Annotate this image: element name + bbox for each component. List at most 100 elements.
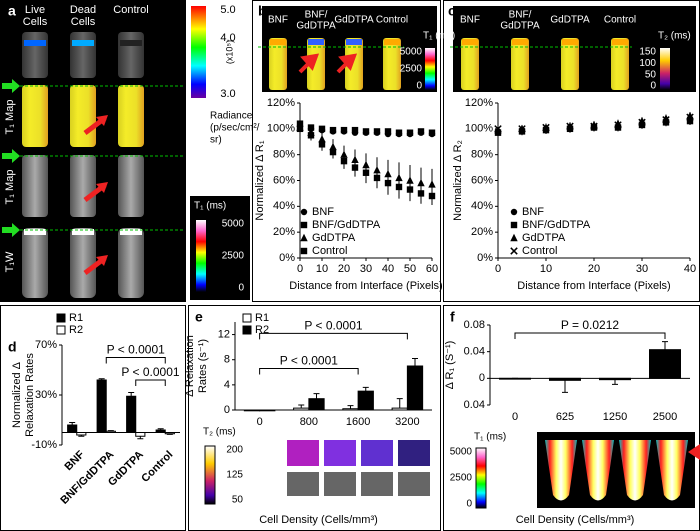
x-tick-label: Control — [139, 449, 175, 485]
y-axis-label: Normalized Δ R₁ — [254, 140, 266, 220]
tube-top — [120, 229, 142, 235]
panel-label: d — [8, 339, 17, 355]
green-arrow — [2, 223, 20, 237]
colorbar-scale: (x10⁵) — [224, 40, 234, 64]
sample-image — [287, 440, 319, 466]
colorbar-tick: 0 — [238, 283, 244, 294]
colorbar-title: T₁ (ms) — [423, 31, 455, 42]
x-tick-label: 0 — [257, 416, 263, 428]
marker — [395, 173, 403, 182]
colorbar-tick: 200 — [226, 445, 243, 456]
red-arrow-head — [96, 182, 108, 193]
colorbar-box — [191, 430, 251, 508]
cone-image — [545, 440, 577, 501]
y-tick-label: 120% — [465, 97, 493, 109]
x-tick-label: 40 — [382, 263, 394, 275]
column-header: Control — [604, 15, 636, 26]
x-axis-label: Distance from Interface (Pixels) — [289, 280, 442, 292]
column-header: BNF — [268, 15, 288, 26]
error-bar — [347, 405, 354, 409]
y-tick-label: 60% — [273, 174, 295, 186]
x-axis-label: Cell Density (Cells/mm³) — [516, 514, 635, 526]
marker — [406, 129, 414, 136]
column-header: BNF/ — [509, 10, 532, 21]
colorbar-label: sr) — [210, 135, 222, 146]
marker — [318, 125, 326, 133]
y-tick-label: 4 — [224, 379, 230, 391]
marker — [351, 126, 359, 134]
colorbar-tick: 2500 — [400, 64, 423, 75]
error-bar — [562, 380, 568, 393]
column-header: Cells — [71, 16, 96, 28]
tube — [461, 38, 479, 90]
column-header: BNF — [460, 15, 480, 26]
legend-label: Control — [312, 245, 347, 257]
legend-swatch — [56, 325, 66, 335]
tube — [118, 155, 144, 217]
bar — [649, 349, 681, 379]
x-tick-label: 10 — [540, 263, 552, 275]
row-label: T₁ Map — [4, 100, 16, 135]
legend-label: R2 — [255, 324, 269, 336]
bar — [406, 365, 424, 411]
x-tick-label: 3200 — [395, 416, 419, 428]
marker — [518, 125, 526, 133]
green-arrow — [2, 149, 20, 163]
marker — [329, 142, 337, 151]
colorbar — [475, 447, 487, 509]
error-bar — [166, 433, 173, 435]
marker — [566, 122, 574, 130]
marker — [406, 176, 414, 184]
marker — [542, 123, 550, 132]
column-header: Cells — [23, 16, 48, 28]
marker — [417, 178, 425, 187]
tube — [70, 32, 96, 78]
tube — [611, 38, 629, 90]
tube — [118, 32, 144, 78]
bracket — [105, 357, 166, 364]
marker — [351, 155, 359, 164]
y-tick-label: 30% — [35, 389, 57, 401]
tube-top — [72, 229, 94, 235]
sample-image — [398, 440, 430, 466]
x-tick-label: BNF — [62, 448, 87, 473]
tube-top — [346, 39, 362, 45]
colorbar-tick: 0 — [416, 81, 422, 92]
y-tick-label: 0.04 — [464, 399, 485, 411]
marker — [340, 150, 348, 158]
error-bar — [612, 379, 618, 385]
row-label: T₁W — [4, 251, 16, 272]
x-tick-label: 10 — [316, 263, 328, 275]
x-tick-label: 30 — [636, 263, 648, 275]
column-header: Control — [113, 4, 148, 16]
sample-image — [398, 472, 430, 496]
y-tick-label: 60% — [471, 174, 493, 186]
colorbar-tick: 2500 — [222, 251, 245, 262]
error-bar — [157, 428, 164, 430]
y-tick-label: 12 — [218, 328, 230, 340]
y-tick-label: 0% — [477, 252, 493, 264]
column-header: GdDTPA — [296, 21, 336, 32]
marker — [590, 122, 598, 130]
legend-label: BNF — [522, 206, 544, 218]
colorbar-tick: 4.0 — [220, 32, 235, 44]
error-bar — [362, 386, 369, 392]
y-tick-label: 0 — [479, 372, 485, 384]
error-bar — [69, 422, 76, 425]
tube-top — [308, 39, 324, 45]
tube-top — [24, 229, 46, 235]
tube-signal — [24, 40, 46, 46]
colorbar-title: T₂ (ms) — [203, 427, 236, 438]
y-axis-label: Δ Relaxation — [184, 335, 196, 397]
column-header: BNF/ — [305, 10, 328, 21]
error-bar — [98, 378, 105, 380]
panel-label: e — [195, 309, 203, 325]
error-bar — [313, 393, 320, 399]
error-bar — [298, 404, 305, 409]
panel-label: b — [258, 3, 267, 19]
colorbar-tick: 3.0 — [220, 88, 235, 100]
annotation: P < 0.0001 — [304, 318, 362, 332]
x-tick-label: 0 — [495, 263, 501, 275]
panel-label: f — [450, 309, 455, 325]
marker — [384, 169, 392, 178]
